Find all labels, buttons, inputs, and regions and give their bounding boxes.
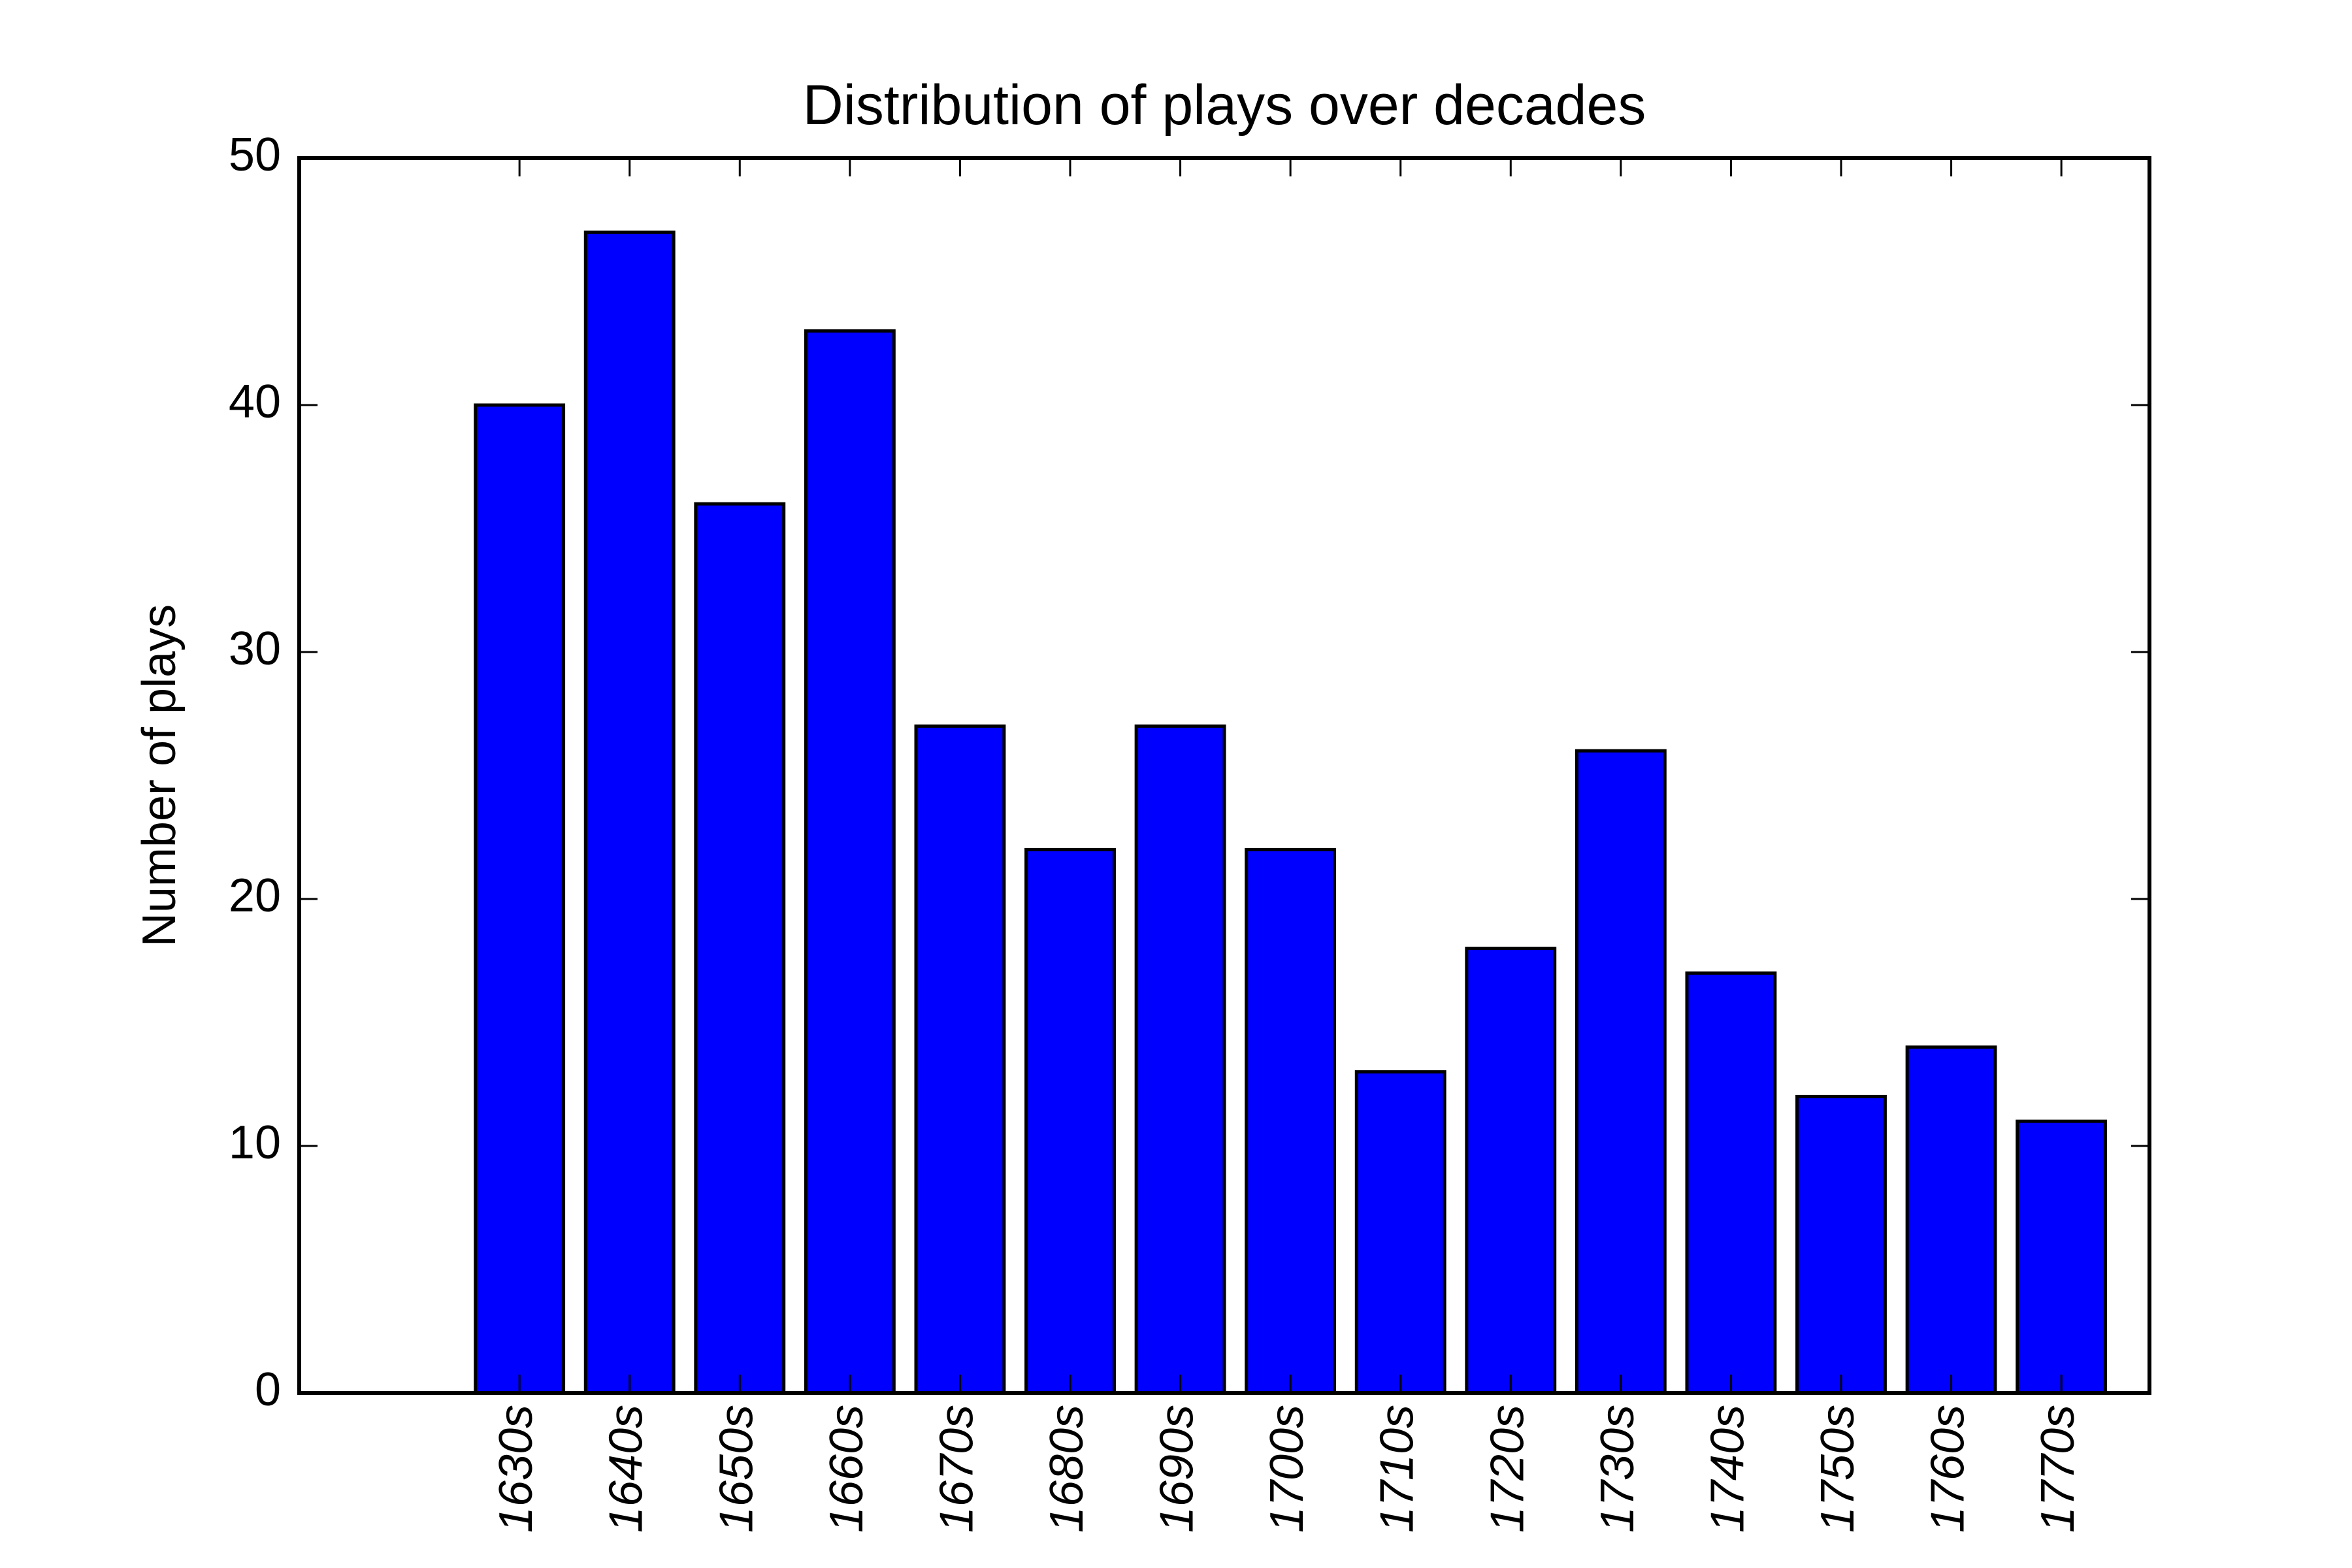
plot-frame — [297, 156, 2151, 1395]
y-tick-labels: 0 10 20 30 40 50 — [229, 129, 281, 1416]
y-tick-label-0: 0 — [255, 1364, 281, 1416]
x-tick-label-1690s: 1690s — [1151, 1405, 1203, 1533]
bar-1650s — [694, 502, 786, 1395]
x-tick-label-1640s: 1640s — [600, 1405, 653, 1533]
bar-1700s — [1245, 847, 1337, 1395]
x-tick-label-1750s: 1750s — [1812, 1405, 1864, 1533]
chart-title: Distribution of plays over decades — [803, 74, 1646, 137]
bar-1770s — [2016, 1119, 2108, 1395]
x-tick-label-1730s: 1730s — [1592, 1405, 1644, 1533]
x-tick-label-1710s: 1710s — [1371, 1405, 1424, 1533]
y-tick-label-30: 30 — [229, 623, 281, 675]
y-tick-label-10: 10 — [229, 1117, 281, 1169]
bar-1720s — [1465, 947, 1557, 1395]
x-tick-label-1770s: 1770s — [2032, 1405, 2084, 1533]
x-tick-label-1660s: 1660s — [821, 1405, 873, 1533]
x-tick-label-1680s: 1680s — [1041, 1405, 1093, 1533]
y-axis-label: Number of plays — [133, 604, 186, 947]
y-tick-label-50: 50 — [229, 129, 281, 181]
bar-1760s — [1905, 1045, 1997, 1395]
bar-1640s — [583, 230, 676, 1395]
bar-1730s — [1575, 749, 1667, 1395]
bar-1740s — [1685, 971, 1777, 1395]
bars-layer — [474, 230, 2108, 1395]
y-tick-label-40: 40 — [229, 376, 281, 428]
x-tick-label-1670s: 1670s — [930, 1405, 983, 1533]
bar-1660s — [804, 329, 896, 1395]
bar-1670s — [914, 724, 1006, 1395]
bar-1690s — [1134, 724, 1226, 1395]
x-tick-labels: 1630s 1640s 1650s 1660s 1670s 1680s 1690s 1700s… — [490, 1405, 2084, 1533]
x-tick-label-1760s: 1760s — [1922, 1405, 1974, 1533]
x-tick-label-1700s: 1700s — [1261, 1405, 1313, 1533]
x-tick-label-1630s: 1630s — [490, 1405, 542, 1533]
bar-1710s — [1354, 1070, 1446, 1395]
x-tick-label-1650s: 1650s — [710, 1405, 762, 1533]
y-tick-label-20: 20 — [229, 870, 281, 922]
x-tick-label-1740s: 1740s — [1701, 1405, 1754, 1533]
bar-1750s — [1795, 1094, 1887, 1395]
bar-1680s — [1024, 847, 1116, 1395]
bar-1630s — [474, 403, 566, 1395]
x-tick-label-1720s: 1720s — [1481, 1405, 1533, 1533]
